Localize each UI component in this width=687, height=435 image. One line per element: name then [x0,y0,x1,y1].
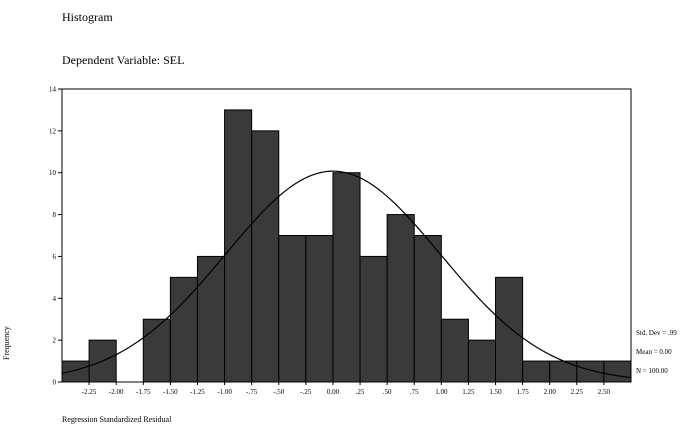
histogram-bar [305,235,334,383]
histogram-bar [522,360,551,383]
x-tick-label: 1.00 [435,388,448,396]
histogram-bar [278,235,307,383]
stat-n: N = 100.00 [636,367,668,375]
x-tick-label: -2.25 [82,388,97,396]
stat-mean: Mean = 0.00 [636,348,672,356]
chart-title: Histogram [62,10,113,24]
x-axis-label: Regression Standardized Residual [62,415,172,424]
histogram-bar [169,276,198,383]
x-tick-label: 1.50 [489,388,502,396]
y-tick-label: 10 [49,169,57,177]
histogram-bar [576,360,605,383]
x-tick-label: 0.00 [327,388,340,396]
x-tick-label: 2.50 [598,388,611,396]
x-tick-label: -.25 [300,388,312,396]
x-tick-label: -.75 [246,388,258,396]
x-tick-label: -1.00 [217,388,232,396]
x-tick-label: 2.00 [544,388,557,396]
histogram-bar [359,255,388,383]
x-tick-label: .25 [356,388,365,396]
histogram-bar [495,276,524,383]
y-tick-label: 0 [53,379,57,387]
x-tick-label: -2.00 [109,388,124,396]
x-tick-label: -1.50 [163,388,178,396]
y-tick-label: 12 [49,127,57,135]
stat-std-dev: Std. Dev = .99 [636,329,677,337]
histogram-bar [224,109,253,383]
y-tick-label: 4 [53,295,57,303]
x-tick-label: 1.75 [516,388,529,396]
x-tick-label: -1.75 [136,388,151,396]
x-tick-label: .75 [410,388,419,396]
histogram-bar [603,360,632,383]
histogram-bar [440,318,469,383]
y-tick-label: 6 [53,253,57,261]
normal-curve [61,170,632,379]
x-tick-label: .50 [383,388,392,396]
x-tick-label: 1.25 [462,388,475,396]
histogram-bar [332,172,361,383]
histogram-bar [467,339,497,383]
x-tick-label: -1.25 [190,388,205,396]
y-tick-label: 8 [53,211,57,219]
histogram-bar [61,360,90,383]
y-tick-label: 14 [49,86,57,94]
histogram-bar [386,214,415,383]
chart-subtitle: Dependent Variable: SEL [62,53,185,67]
histogram-bar [196,255,226,383]
plot-frame [61,88,632,383]
histogram-bar [142,318,171,383]
y-tick-label: 2 [53,337,57,345]
histogram-bar [413,235,442,383]
x-tick-label: 2.25 [571,388,584,396]
x-tick-label: -.50 [273,388,285,396]
histogram-bar [251,130,280,383]
